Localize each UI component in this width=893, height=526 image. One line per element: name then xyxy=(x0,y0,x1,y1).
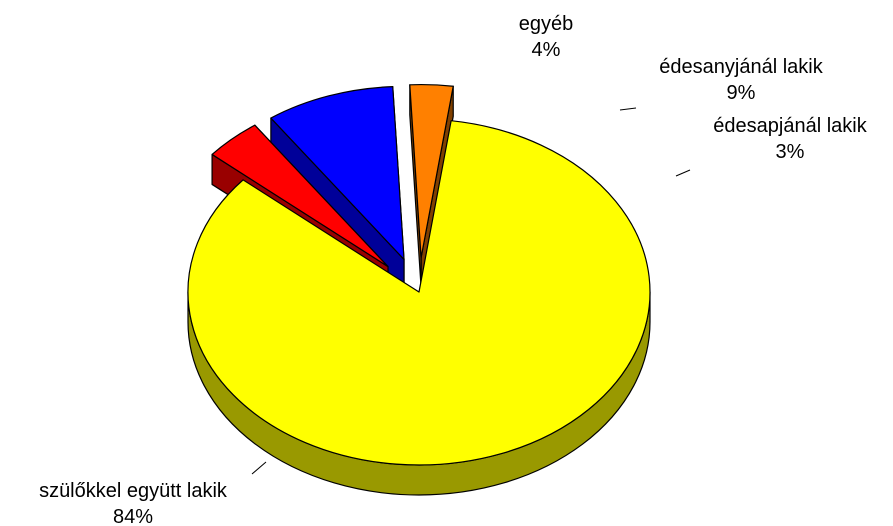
slice-2 xyxy=(270,86,405,261)
slice-label-2: édesanyjánál lakik xyxy=(659,56,823,78)
label-leader-lines xyxy=(251,107,691,475)
slice-3 xyxy=(409,83,454,259)
slice-label-1: egyéb xyxy=(519,13,574,35)
slice-value-2: 9% xyxy=(727,82,756,104)
slice-value-3: 3% xyxy=(776,141,805,163)
slice-0 xyxy=(187,120,651,466)
slice-tops xyxy=(187,83,651,466)
slice-1 xyxy=(211,124,389,268)
slice-value-1: 4% xyxy=(532,39,561,61)
slice-labels: szülőkkel együtt lakik 84% egyéb 4% édesanyj… xyxy=(39,13,868,526)
slice-value-0: 84% xyxy=(113,506,153,526)
slice-label-0: szülőkkel együtt lakik xyxy=(39,480,228,502)
leader-line-0 xyxy=(251,461,267,475)
slice-label-3: édesapjánál lakik xyxy=(713,115,867,137)
leader-line-2 xyxy=(619,107,637,111)
leader-line-3 xyxy=(675,169,691,177)
